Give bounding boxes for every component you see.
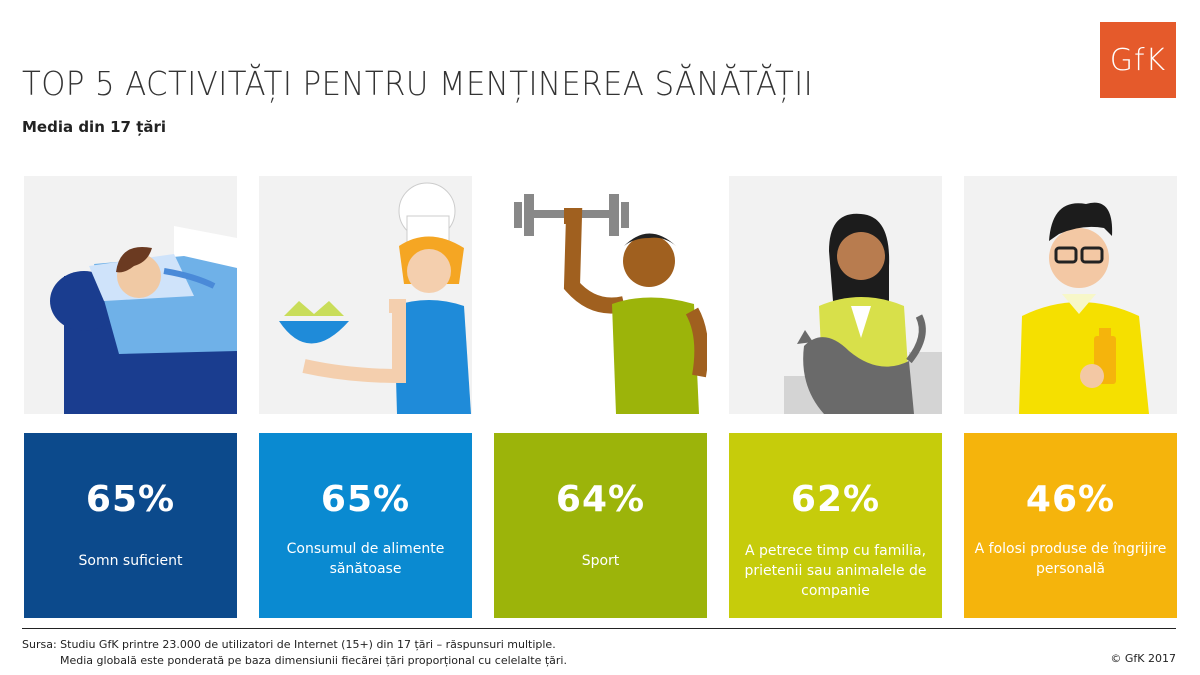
stat-value: 62% (790, 479, 881, 520)
sleeping-person-icon (24, 176, 237, 414)
stat-value: 65% (85, 479, 176, 520)
stat-label: Sport (581, 553, 620, 569)
chef-salad-icon (259, 176, 472, 414)
dumbbell-man-icon (494, 176, 707, 414)
footer-divider (22, 628, 1176, 629)
page-title: TOP 5 ACTIVITĂȚI PENTRU MENȚINEREA SĂNĂT… (22, 64, 814, 103)
stat-value: 65% (320, 479, 411, 520)
stat-label: Consumul de alimente sănătoase (286, 541, 445, 577)
stat-value: 46% (1025, 479, 1116, 520)
source-line-2: Media globală este ponderată pe baza dim… (60, 654, 567, 667)
stat-value: 64% (555, 479, 646, 520)
woman-cat-icon (729, 176, 942, 414)
stat-card-3: 64% Sport (494, 433, 707, 618)
man-lotion-icon (964, 176, 1177, 414)
stat-card-4: 62% A petrece timp cu familia, prietenii… (729, 433, 942, 618)
stat-card-2: 65% Consumul de alimente sănătoase (259, 433, 472, 618)
source-line-1: Sursa: Studiu GfK printre 23.000 de util… (22, 638, 556, 651)
source-note: Sursa: Studiu GfK printre 23.000 de util… (22, 637, 567, 669)
stat-label: Somn suficient (78, 553, 183, 569)
page-subtitle: Media din 17 țări (22, 118, 167, 136)
stat-card-1: 65% Somn suficient (24, 433, 237, 618)
gfk-logo: GfK (1100, 22, 1176, 98)
copyright: © GfK 2017 (1110, 652, 1176, 665)
stat-label: A petrece timp cu familia, prietenii sau… (744, 543, 927, 599)
stat-label: A folosi produse de îngrijire personală (974, 541, 1167, 577)
stat-card-5: 46% A folosi produse de îngrijire person… (964, 433, 1177, 618)
